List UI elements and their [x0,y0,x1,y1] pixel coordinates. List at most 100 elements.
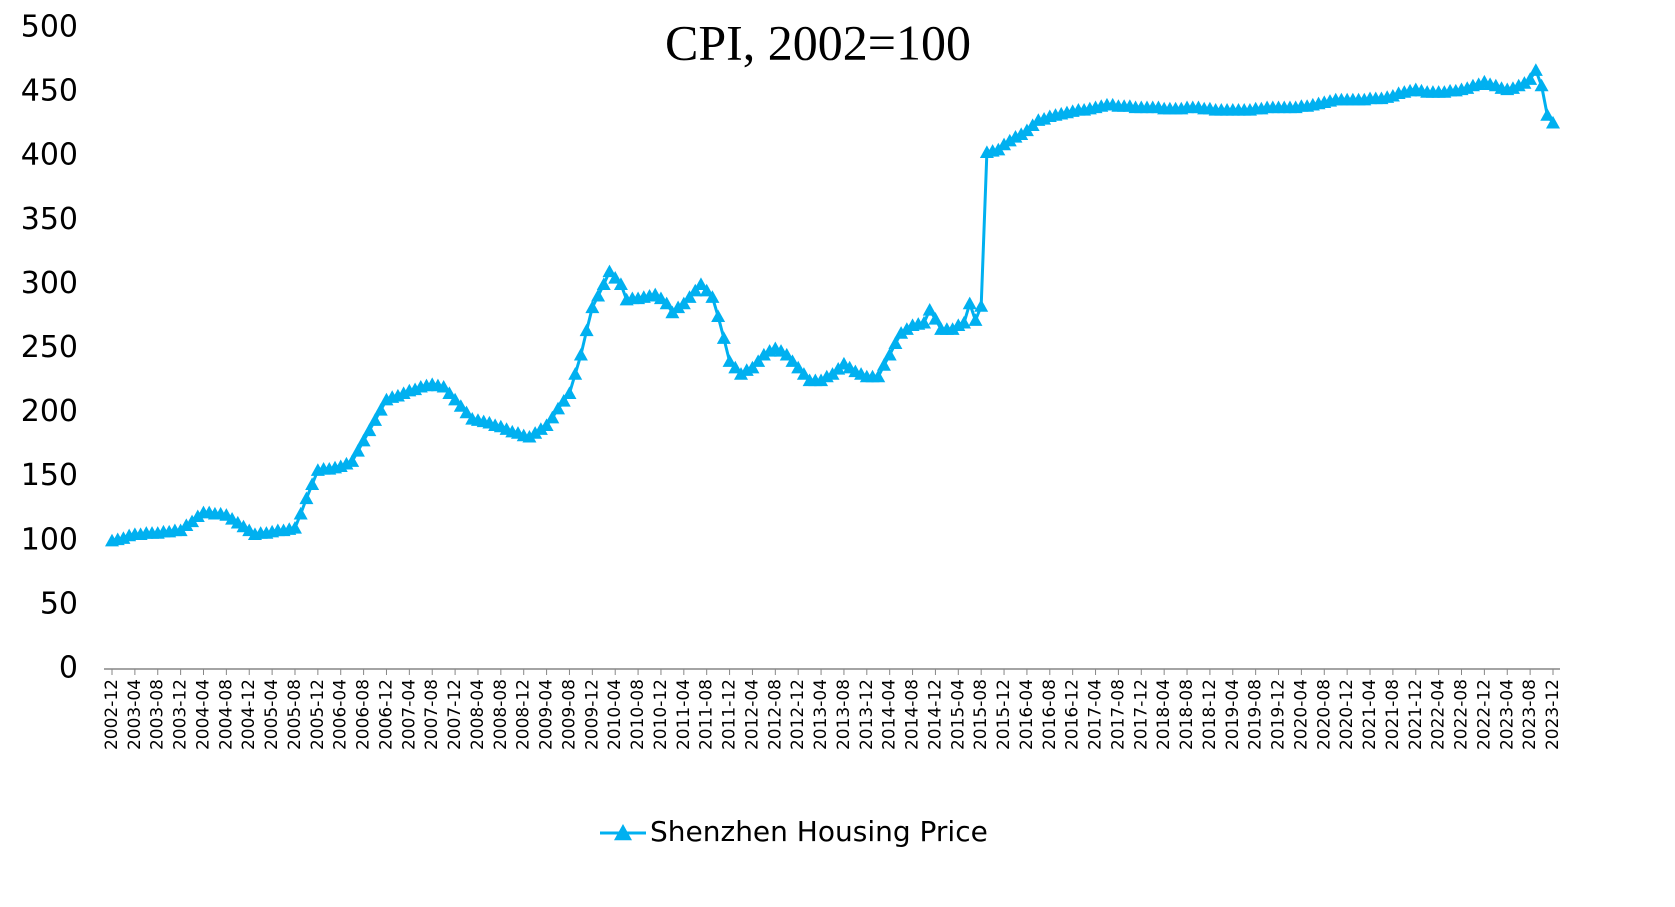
point-marker [287,520,302,534]
point-marker [974,299,989,312]
x-tick-label: 2022-04 [1429,679,1449,750]
point-marker [894,326,909,339]
x-tick-label: 2019-04 [1223,679,1243,750]
point-marker [796,367,811,380]
point-marker [459,405,474,419]
point-marker [659,296,674,310]
point-marker [613,277,628,290]
point-marker [779,347,794,361]
point-marker [551,401,566,415]
x-tick-label: 2005-12 [308,679,328,750]
point-marker [711,309,726,323]
point-marker [676,296,691,310]
x-tick-label: 2010-04 [605,679,625,750]
x-tick-label: 2018-08 [1177,679,1197,750]
point-marker [528,426,543,439]
point-marker [871,369,886,383]
x-tick-label: 2020-04 [1291,679,1311,750]
point-marker [373,403,388,416]
point-marker [533,422,548,435]
x-tick-label: 2012-04 [742,679,762,750]
x-tick-label: 2007-04 [399,679,419,750]
x-tick-label: 2018-12 [1200,679,1220,750]
point-marker [722,354,737,367]
x-tick-label: 2008-08 [491,679,511,750]
x-tick-label: 2009-12 [582,679,602,750]
point-marker [299,491,314,505]
point-marker [888,336,903,349]
point-marker [345,454,360,467]
point-marker [728,360,743,374]
point-marker [591,288,606,302]
x-tick-label: 2007-08 [422,679,442,750]
x-tick-label: 2016-08 [1040,679,1060,750]
y-tick-label: 300 [21,266,78,301]
point-marker [579,323,594,337]
x-tick-label: 2023-04 [1497,679,1517,750]
y-tick-label: 50 [40,586,78,621]
x-tick-label: 2013-04 [811,679,831,750]
point-marker [1002,133,1017,147]
x-tick-label: 2006-12 [376,679,396,750]
x-tick-label: 2019-08 [1246,679,1266,750]
point-marker [671,300,686,314]
x-tick-label: 2002-12 [102,679,122,750]
point-marker [716,331,731,344]
point-marker [1540,108,1555,121]
point-marker [368,413,383,426]
x-tick-label: 2015-08 [971,679,991,750]
x-tick-label: 2016-12 [1063,679,1083,750]
point-marker [734,367,749,380]
point-marker [814,373,829,387]
point-marker [693,277,708,290]
x-tick-label: 2008-04 [468,679,488,750]
point-marker [453,399,468,412]
point-marker [1014,127,1029,141]
point-marker [1546,115,1560,129]
point-marker [556,394,571,407]
x-tick-label: 2013-08 [834,679,854,750]
x-tick-label: 2016-04 [1017,679,1037,750]
point-marker [362,423,377,437]
x-tick-label: 2023-08 [1520,679,1540,750]
point-marker [997,137,1012,151]
point-marker [945,322,960,335]
x-tick-label: 2010-12 [651,679,671,750]
x-tick-label: 2019-12 [1269,679,1289,750]
chart-title: CPI, 2002=100 [665,14,971,70]
x-tick-label: 2014-08 [903,679,923,750]
point-marker [608,270,623,284]
x-tick-label: 2021-08 [1383,679,1403,750]
point-marker [916,315,931,329]
point-marker [899,322,914,335]
y-tick-label: 150 [21,458,78,493]
point-marker [350,444,365,457]
point-marker [442,386,457,399]
point-marker [356,433,371,447]
y-tick-label: 500 [21,10,78,45]
x-tick-label: 2022-12 [1474,679,1494,750]
point-marker [876,358,891,371]
x-tick-label: 2020-08 [1314,679,1334,750]
x-tick-label: 2007-12 [445,679,465,750]
y-tick-label: 200 [21,394,78,429]
point-marker [785,354,800,367]
x-tick-label: 2020-12 [1337,679,1357,750]
point-marker [962,296,977,310]
point-marker [705,290,720,303]
point-marker [585,300,600,314]
y-tick-label: 350 [21,202,78,237]
point-marker [922,303,937,316]
x-tick-label: 2014-04 [880,679,900,750]
x-tick-label: 2003-08 [148,679,168,750]
point-marker [1534,78,1549,92]
x-tick-label: 2017-04 [1086,679,1106,750]
y-tick-label: 250 [21,330,78,365]
point-marker [568,367,583,380]
x-tick-label: 2017-12 [1131,679,1151,750]
x-tick-label: 2023-12 [1543,679,1563,750]
point-marker [1523,72,1538,85]
point-marker [682,290,697,303]
x-tick-label: 2021-04 [1360,679,1380,750]
